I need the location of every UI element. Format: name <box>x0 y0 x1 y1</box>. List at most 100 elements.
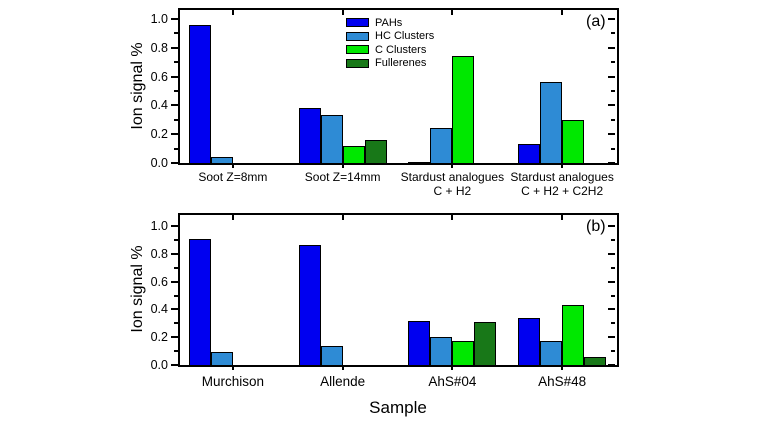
y-axis-major-tick <box>171 252 178 255</box>
y-axis-minor-tick <box>174 147 178 150</box>
x-axis-tick-top <box>341 10 344 15</box>
y-axis-major-tick <box>171 280 178 283</box>
y-axis-minor-tick-right <box>611 350 615 353</box>
x-tick-label: Murchison <box>201 374 265 389</box>
y-axis-major-tick-right <box>608 336 615 339</box>
y-axis-major-tick-right <box>608 75 615 78</box>
y-axis-major-tick <box>171 75 178 78</box>
y-axis-minor-tick <box>174 266 178 269</box>
y-axis-minor-tick-right <box>611 32 615 35</box>
y-axis-minor-tick-right <box>611 90 615 92</box>
y-axis-major-tick-right <box>608 225 615 227</box>
y-axis-major-tick <box>171 308 178 311</box>
legend-label-pahs: PAHs <box>375 16 403 29</box>
legend-swatch-c-clusters <box>346 45 369 55</box>
bar-hc-clusters-murchison <box>210 352 233 365</box>
bar-hc-clusters-stardust-analogues <box>540 82 563 163</box>
y-axis-major-tick <box>171 104 178 107</box>
y-axis-minor-tick-right <box>611 266 615 269</box>
y-axis-major-tick-right <box>608 252 615 255</box>
bar-fullerenes-ahs-48 <box>584 357 607 365</box>
y-tick-label: 1.0 <box>150 219 168 233</box>
x-tick-label: Soot Z=8mm <box>198 170 268 184</box>
x-axis-tick-bottom <box>561 163 564 168</box>
bar-hc-clusters-allende <box>320 346 343 365</box>
y-axis-minor-tick <box>174 90 178 92</box>
bar-c-clusters-ahs-48 <box>562 305 585 365</box>
x-axis-tick-bottom <box>451 365 454 370</box>
y-tick-label: 0.4 <box>150 98 168 113</box>
x-axis-tick-top <box>341 215 344 220</box>
legend-swatch-hc-clusters <box>346 31 369 41</box>
y-axis-major-tick <box>171 162 178 164</box>
x-tick-label: Stardust analogues <box>510 170 614 184</box>
x-axis-tick-top <box>561 215 564 220</box>
x-tick-label: Soot Z=14mm <box>304 170 381 184</box>
bar-pahs-ahs-48 <box>518 318 541 365</box>
y-tick-label: 0.8 <box>150 246 168 261</box>
panel-tag-a: (a) <box>586 13 606 30</box>
x-axis-tick-top <box>561 10 564 15</box>
bar-pahs-stardust-analogues <box>408 162 431 163</box>
x-axis-tick-top <box>451 10 454 15</box>
y-axis-major-tick-right <box>608 104 615 107</box>
bar-pahs-allende <box>298 245 321 365</box>
x-axis-tick-bottom <box>341 163 344 168</box>
legend-row-hc-clusters: HC Clusters <box>346 30 434 44</box>
y-axis-minor-tick-right <box>611 294 615 297</box>
x-tick-label: C + H2 + C2H2 <box>521 183 604 198</box>
x-tick-label: Allende <box>320 374 366 389</box>
bar-fullerenes-soot-z-14mm <box>364 140 387 163</box>
y-axis-minor-tick <box>174 61 178 64</box>
legend-row-fullerenes: Fullerenes <box>346 57 434 71</box>
bar-c-clusters-stardust-analogues <box>562 120 585 163</box>
legend-swatch-pahs <box>346 18 369 28</box>
y-axis-major-tick <box>171 364 178 366</box>
bar-pahs-soot-z-8mm <box>188 25 211 163</box>
bar-c-clusters-stardust-analogues <box>452 56 475 163</box>
y-tick-label: 0.0 <box>150 358 168 372</box>
y-axis-major-tick <box>171 225 178 227</box>
bar-c-clusters-ahs-04 <box>452 341 475 365</box>
x-axis-tick-top <box>231 10 234 15</box>
y-axis-minor-tick <box>174 294 178 297</box>
y-axis-major-tick-right <box>608 308 615 311</box>
y-axis-major-tick-right <box>608 46 615 49</box>
bar-pahs-murchison <box>188 239 211 365</box>
x-axis-title: Sample <box>369 398 427 417</box>
x-axis-tick-bottom <box>451 163 454 168</box>
y-axis-major-tick-right <box>608 18 615 20</box>
x-tick-label: AhS#04 <box>428 374 477 389</box>
y-axis-major-tick-right <box>608 133 615 136</box>
y-axis-minor-tick <box>174 238 178 241</box>
y-axis-minor-tick <box>174 322 178 325</box>
x-tick-label: AhS#48 <box>538 374 587 389</box>
y-axis-minor-tick-right <box>611 147 615 150</box>
bar-hc-clusters-soot-z-8mm <box>210 157 233 163</box>
x-axis-tick-top <box>231 215 234 220</box>
y-axis-minor-tick <box>174 32 178 35</box>
bar-pahs-ahs-04 <box>408 321 431 365</box>
y-axis-minor-tick-right <box>611 238 615 241</box>
legend-swatch-fullerenes <box>346 58 369 68</box>
y-tick-label: 0.2 <box>150 330 168 345</box>
y-axis-major-tick <box>171 18 178 20</box>
x-axis-tick-bottom <box>341 365 344 370</box>
bar-c-clusters-soot-z-14mm <box>342 146 365 163</box>
y-axis-minor-tick <box>174 118 178 121</box>
y-axis-major-tick-right <box>608 162 615 164</box>
legend-label-c-clusters: C Clusters <box>375 43 427 56</box>
y-tick-label: 0.6 <box>150 274 168 289</box>
y-axis-major-tick-right <box>608 280 615 283</box>
bar-pahs-soot-z-14mm <box>298 108 321 163</box>
y-axis-minor-tick-right <box>611 118 615 121</box>
y-tick-label: 0.0 <box>150 156 168 170</box>
x-tick-label: C + H2 <box>433 183 472 198</box>
y-axis-major-tick-right <box>608 364 615 366</box>
panel-tag-b: (b) <box>586 218 606 235</box>
y-axis-major-tick <box>171 133 178 136</box>
x-axis-tick-bottom <box>561 365 564 370</box>
x-axis-tick-bottom <box>231 163 234 168</box>
bar-hc-clusters-ahs-48 <box>540 341 563 365</box>
